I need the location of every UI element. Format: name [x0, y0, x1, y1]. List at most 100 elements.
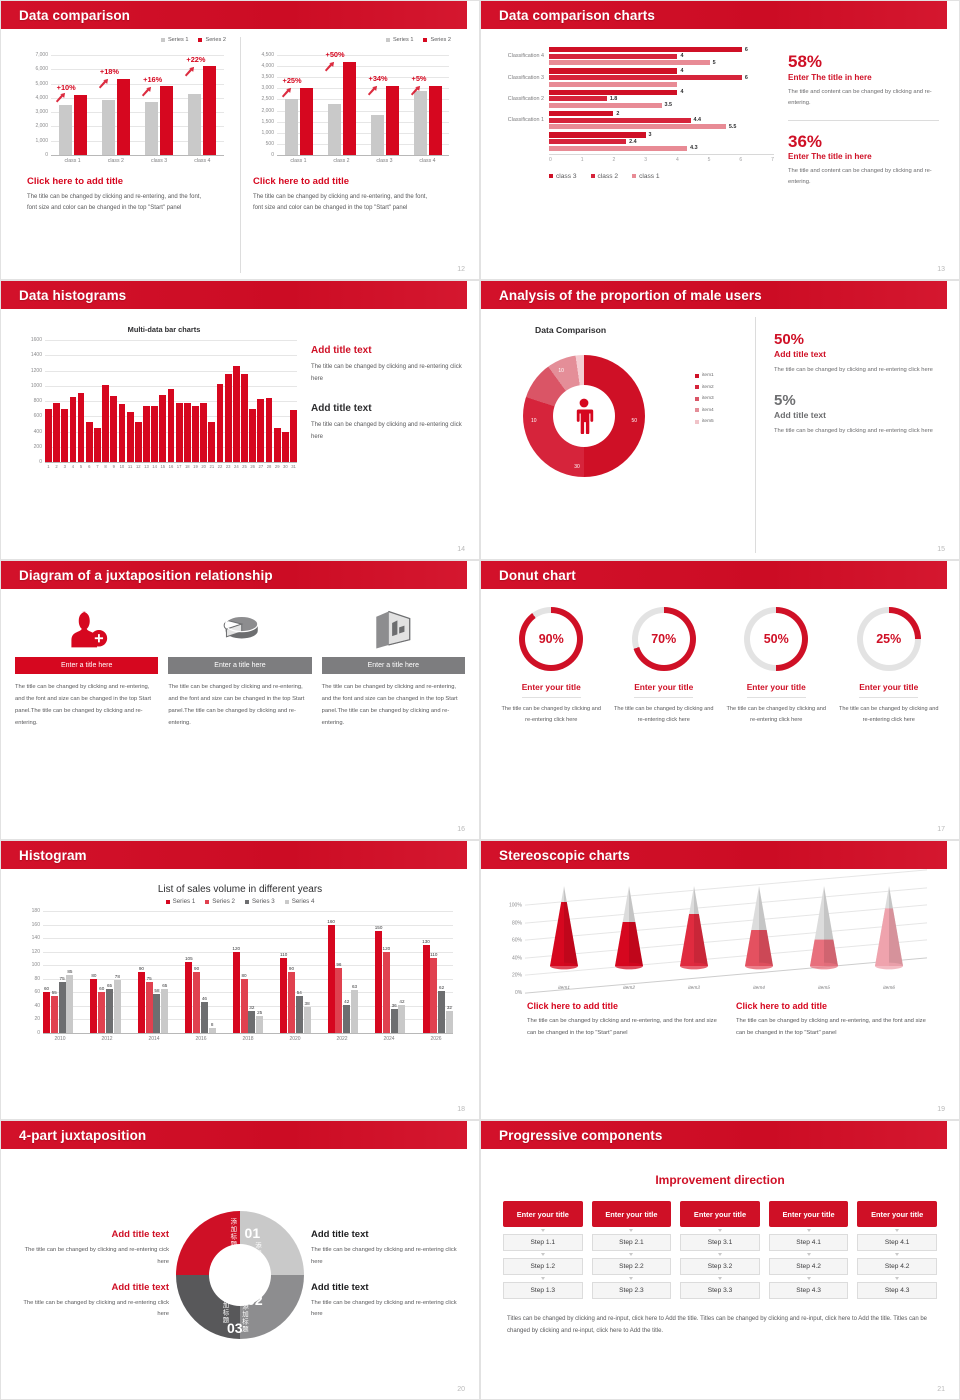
x-tick: 4 — [71, 464, 75, 469]
gauge-value: 50% — [750, 613, 803, 665]
step-box[interactable]: Step 4.2 — [857, 1258, 937, 1275]
page-title: Data histograms — [19, 287, 127, 303]
step-box[interactable]: Step 1.3 — [503, 1282, 583, 1299]
bar-value: 6 — [744, 74, 748, 81]
step-box[interactable]: Step 4.1 — [857, 1234, 937, 1251]
legend-label: Series 2 — [205, 37, 226, 43]
y-tick: 20% — [511, 972, 522, 979]
bar — [216, 384, 224, 462]
x-tick: class 1 — [64, 158, 81, 164]
slide-data-comparison-charts: Data comparison charts 6 4 Classificatio… — [480, 0, 960, 280]
bar-value: 150 — [374, 925, 383, 931]
stat-subtitle: Enter The title in here — [788, 152, 872, 162]
bar-value: 8 — [210, 1021, 214, 1027]
panel-body: The title can be changed by clicking and… — [27, 194, 202, 212]
bar — [53, 402, 60, 462]
text-block: Add title text The title can be changed … — [311, 1282, 459, 1321]
step-box[interactable]: Step 4.1 — [768, 1234, 849, 1251]
x-tick: 27 — [258, 464, 264, 469]
text-block: Add title text The title can be changed … — [21, 1282, 169, 1321]
column-title-button[interactable]: Enter your title — [768, 1201, 849, 1227]
column-title-button[interactable]: Enter your title — [591, 1201, 672, 1227]
bar: 32 — [445, 1005, 453, 1033]
x-tick: 5 — [79, 464, 83, 469]
item-body: The title can be changed by clicking and… — [726, 706, 826, 723]
chart-legend: Series 1 Series 2 Series 3 Series 4 — [15, 898, 465, 905]
step-box[interactable]: Step 2.2 — [591, 1258, 672, 1275]
legend-label: item4 — [702, 407, 714, 413]
bar-value: 160 — [327, 918, 335, 924]
bar-value: 110 — [430, 952, 438, 958]
juxta-column: Enter a title here The title can be chan… — [168, 603, 312, 730]
step-box[interactable]: Step 4.3 — [768, 1282, 849, 1299]
block-heading: Add title text — [311, 1282, 369, 1293]
step-box[interactable]: Step 2.3 — [591, 1282, 672, 1299]
y-tick: 800 — [33, 398, 42, 404]
column-title-button[interactable]: Enter a title here — [321, 657, 465, 674]
bar — [159, 394, 167, 462]
slide-title-bar: 4-part juxtaposition — [1, 1121, 479, 1149]
bar-value: 75 — [146, 976, 152, 982]
page-number: 16 — [457, 826, 465, 833]
step-box[interactable]: Step 3.3 — [680, 1282, 760, 1299]
step-box[interactable]: Step 3.1 — [680, 1234, 760, 1251]
block-heading: Add title text — [311, 345, 372, 356]
bar: 32 — [248, 1005, 256, 1033]
x-tick: 22 — [217, 464, 223, 469]
juxta-column: Enter a title here The title can be chan… — [321, 603, 465, 730]
bar: 55 — [50, 990, 58, 1033]
slide-male-users-proportion: Analysis of the proportion of male users… — [480, 280, 960, 560]
x-tick: 2026 — [430, 1036, 442, 1042]
x-tick: 31 — [291, 464, 296, 469]
step-box[interactable]: Step 1.2 — [503, 1258, 583, 1275]
growth-label: +50% — [325, 50, 345, 59]
slide-body: 6 4 Classification 4 5 4 6 Classificatio… — [481, 29, 959, 279]
cone-bar — [744, 886, 774, 975]
connector-arrow-icon — [503, 1251, 583, 1258]
bar-value: 130 — [422, 938, 430, 944]
growth-arrow-icon — [185, 66, 195, 77]
y-tick: 0 — [37, 1030, 40, 1036]
bar-group: 80 60 65 78 — [90, 911, 121, 1033]
block-body: The title can be changed by clicking and… — [23, 1300, 169, 1318]
bar-value: 78 — [114, 974, 120, 980]
bar — [110, 395, 118, 462]
bar — [94, 428, 101, 462]
horizontal-bar-chart: 6 4 Classification 4 5 4 6 Classificatio… — [495, 37, 774, 273]
step-box[interactable]: Step 3.2 — [680, 1258, 760, 1275]
legend-label: class 1 — [639, 172, 660, 180]
segment-number: 03 — [227, 1319, 243, 1336]
step-box[interactable]: Step 4.3 — [857, 1282, 937, 1299]
column-title-button[interactable]: Enter a title here — [15, 657, 159, 674]
x-tick: class 4 — [194, 158, 211, 164]
slide-histogram: Histogram List of sales volume in differ… — [0, 840, 480, 1120]
bar — [69, 397, 77, 462]
text-panel: Add title text The title can be changed … — [303, 317, 465, 553]
column-title-button[interactable]: Enter a title here — [168, 657, 312, 674]
column-title-button[interactable]: Enter your title — [680, 1201, 760, 1227]
column-title-button[interactable]: Enter your title — [857, 1201, 937, 1227]
bar-value: 65 — [106, 982, 113, 988]
step-box[interactable]: Step 1.1 — [503, 1234, 583, 1251]
x-tick: class 4 — [419, 158, 436, 164]
x-tick: class 2 — [333, 158, 350, 164]
column-title-button[interactable]: Enter your title — [503, 1201, 583, 1227]
x-tick: 6 — [739, 156, 743, 163]
category-label: Classification 2 — [507, 95, 544, 102]
donut-item: 25% Enter your title The title can be ch… — [833, 607, 946, 726]
bar-group: 105 90 46 8 — [185, 911, 216, 1033]
user-add-icon — [15, 603, 158, 657]
bar-group: 3 2.4 4.3 — [549, 132, 774, 151]
stat-subtitle: Enter The title in here — [788, 72, 872, 82]
step-box[interactable]: Step 2.1 — [591, 1234, 672, 1251]
item-body: The title can be changed by clicking and… — [501, 706, 601, 723]
bar-value: 6 — [744, 46, 748, 53]
category-label: Classification 1 — [507, 117, 544, 124]
growth-label: +18% — [99, 67, 119, 76]
step-box[interactable]: Step 4.2 — [768, 1258, 849, 1275]
bar: 90 — [287, 966, 295, 1033]
x-axis-labels: class 1 class 2 class 3 class 4 — [277, 158, 449, 164]
gauge-value: 90% — [525, 613, 578, 665]
growth-label: +34% — [368, 74, 388, 83]
x-tick: 0 — [549, 156, 552, 163]
